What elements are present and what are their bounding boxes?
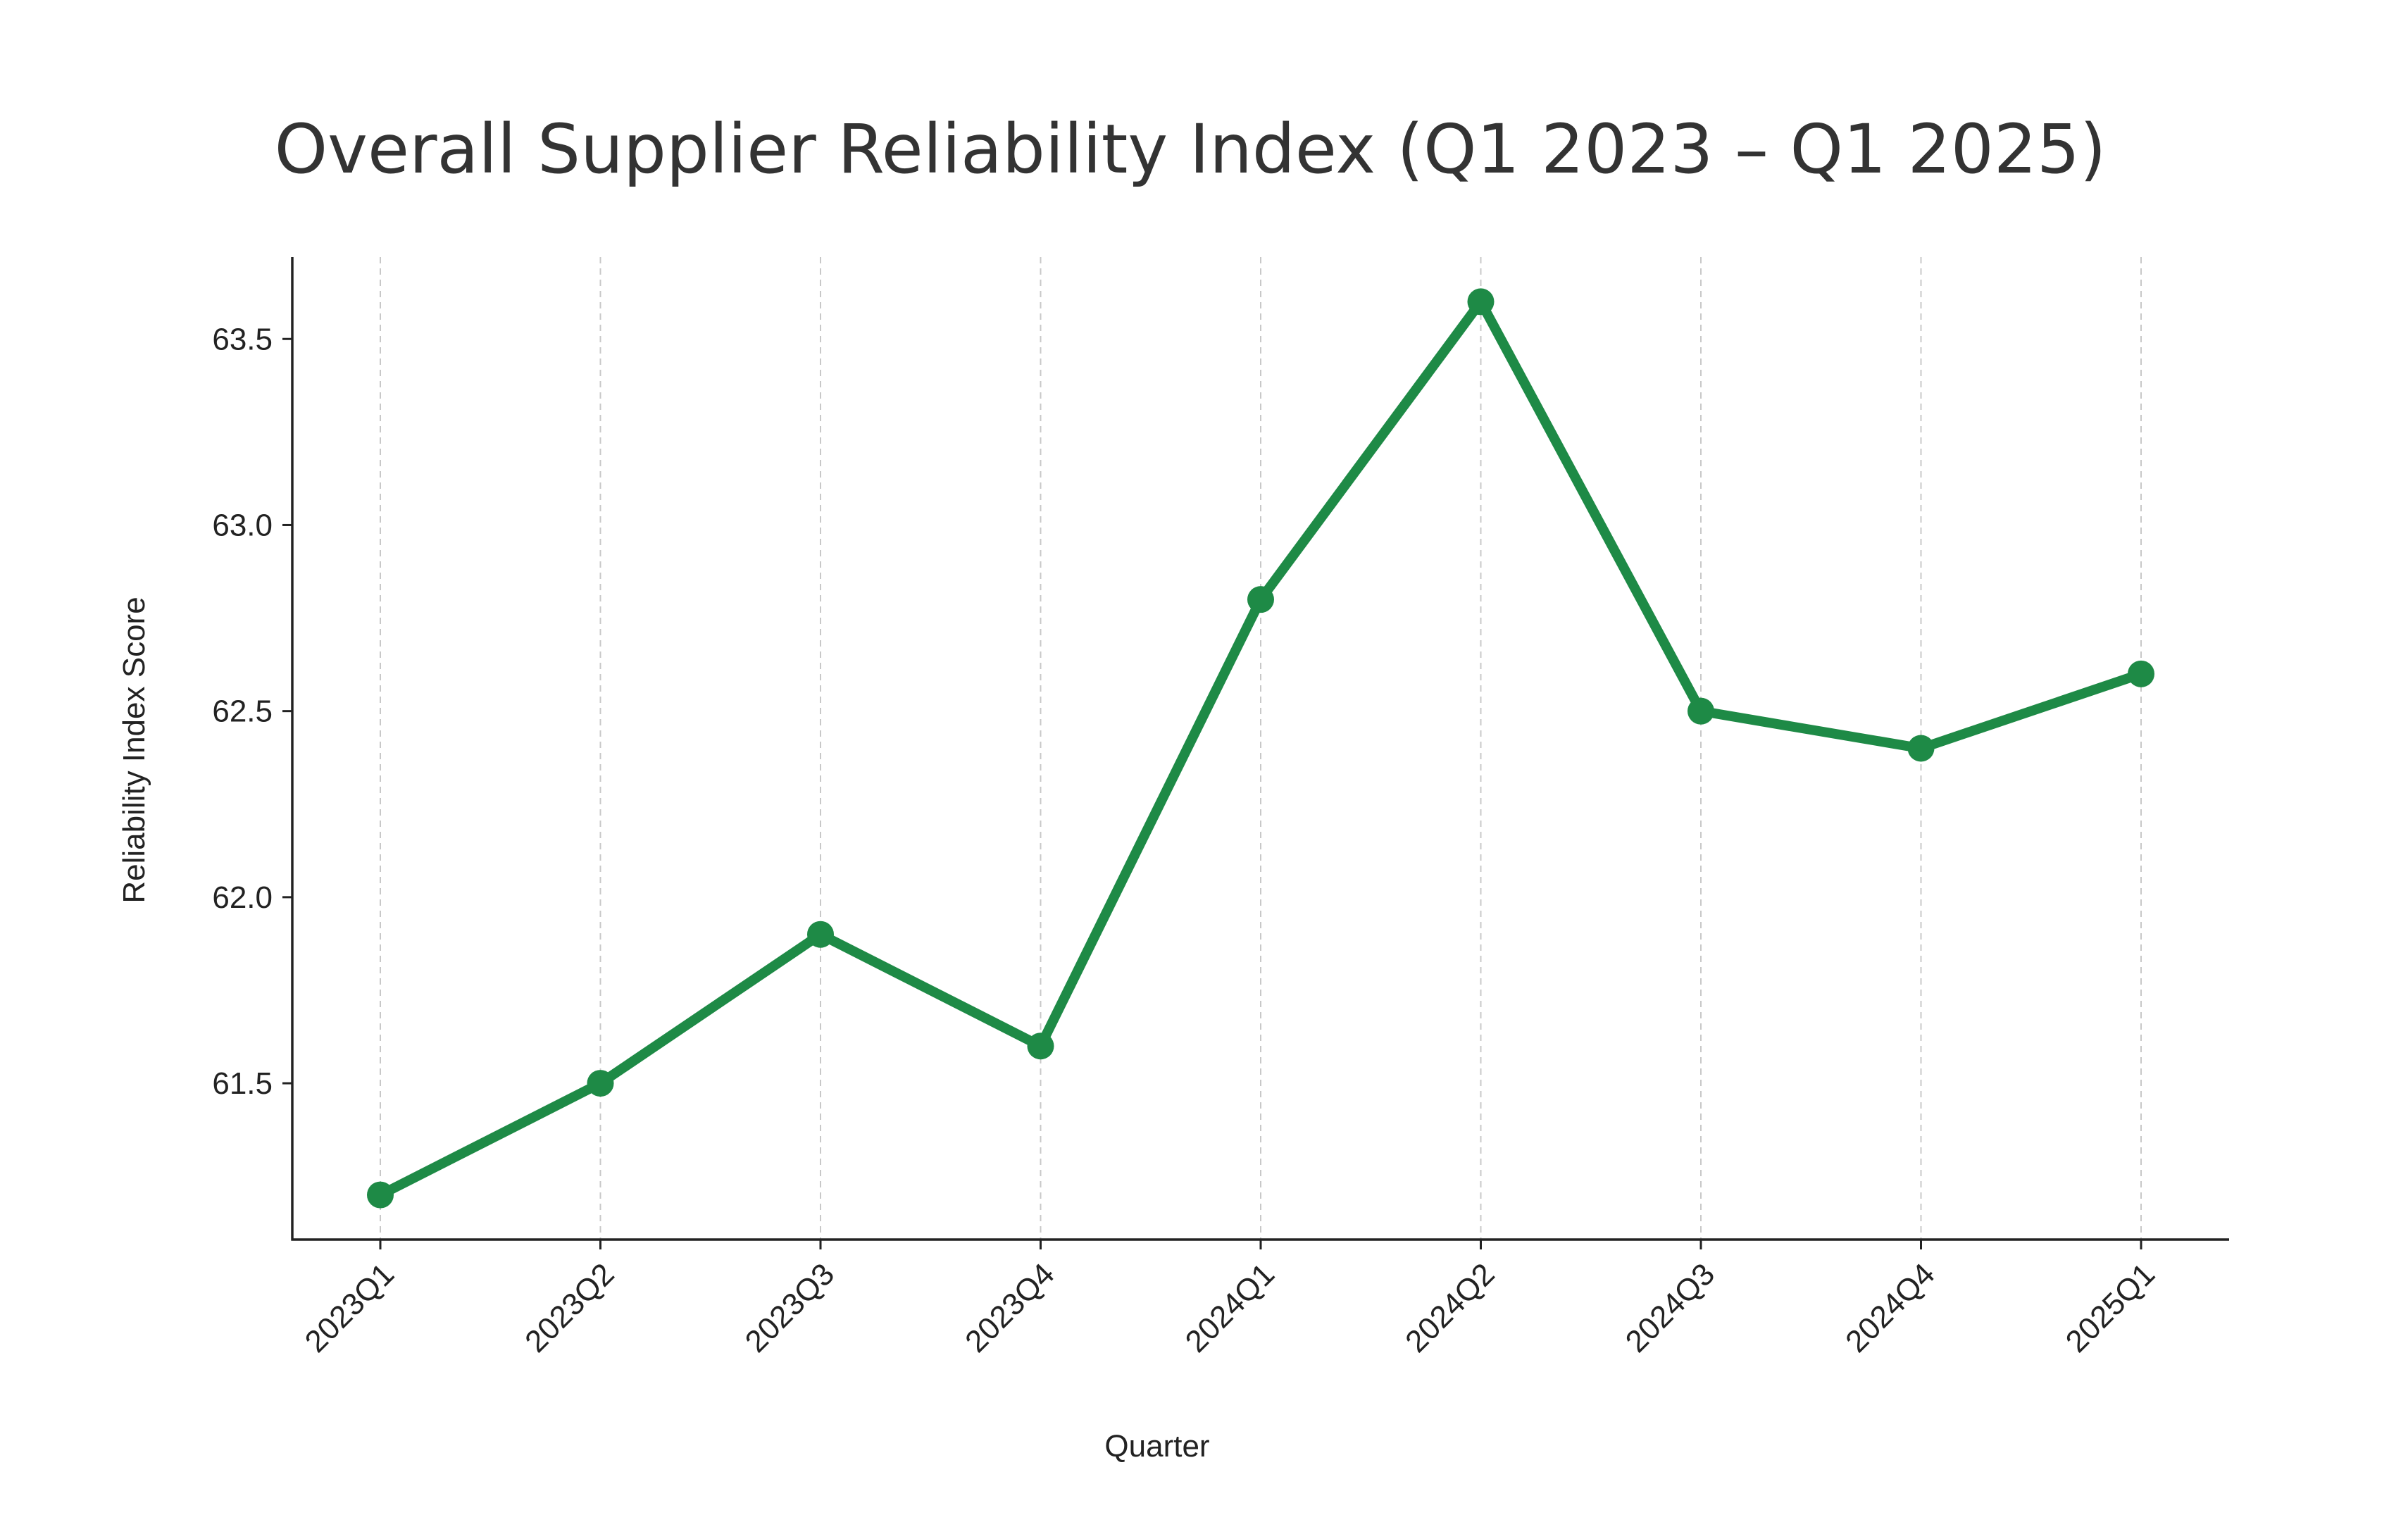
data-point	[2128, 660, 2154, 687]
data-point	[1247, 586, 1274, 613]
x-axis-title: Quarter	[1104, 1429, 1209, 1464]
y-tick-label: 63.0	[212, 508, 273, 542]
x-tick-label: 2023Q1	[299, 1256, 401, 1359]
data-point	[1467, 288, 1495, 316]
chart-title: Overall Supplier Reliability Index (Q1 2…	[275, 110, 2107, 189]
data-point	[367, 1181, 394, 1209]
x-tick-label: 2025Q1	[2059, 1256, 2161, 1359]
y-axis-title: Reliability Index Score	[117, 597, 151, 903]
y-tick-label: 63.5	[212, 322, 273, 356]
x-tick-label: 2024Q1	[1179, 1256, 1281, 1359]
data-point	[1907, 735, 1935, 762]
data-point	[1027, 1033, 1054, 1060]
y-tick-label: 62.5	[212, 694, 273, 729]
data-point	[807, 921, 834, 948]
gridlines	[380, 257, 2142, 1240]
y-tick-label: 62.0	[212, 880, 273, 915]
y-tick-label: 61.5	[212, 1066, 273, 1101]
ticks: 61.5 62.0 62.5 63.0 63.5 2023Q1 2023Q2 2023Q3 20…	[212, 322, 2161, 1359]
x-tick-label: 2023Q3	[739, 1256, 841, 1359]
x-tick-label: 2024Q4	[1839, 1256, 1941, 1359]
x-tick-label: 2023Q4	[959, 1256, 1061, 1359]
x-tick-label: 2024Q2	[1399, 1256, 1501, 1359]
series	[367, 288, 2154, 1209]
data-point	[1688, 697, 1714, 725]
x-tick-label: 2024Q3	[1619, 1256, 1721, 1359]
x-tick-label: 2023Q2	[518, 1256, 620, 1359]
data-point	[587, 1070, 614, 1097]
